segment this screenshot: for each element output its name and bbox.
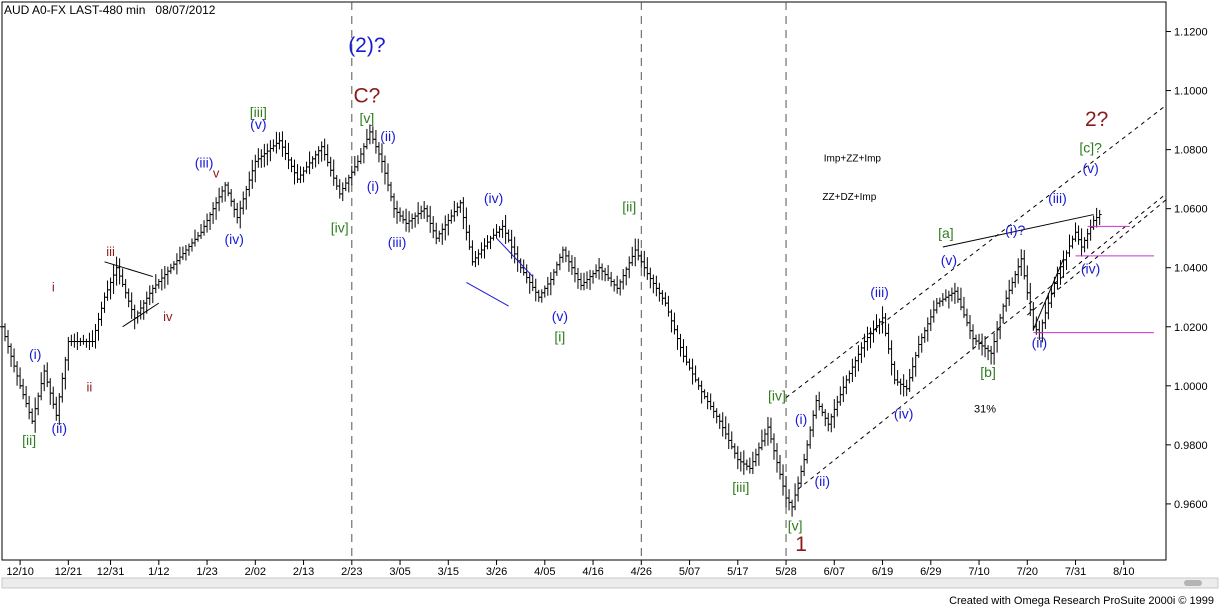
x-tick-label: 3/05: [389, 566, 410, 578]
wave-label: (v): [1082, 160, 1098, 176]
wave-label: (ii): [1032, 334, 1048, 350]
x-tick-label: 4/26: [631, 566, 652, 578]
x-tick-label: 7/31: [1065, 566, 1086, 578]
x-tick-label: 2/13: [293, 566, 314, 578]
wave-label: (v): [552, 308, 568, 324]
x-tick-label: 2/02: [245, 566, 266, 578]
wave-label: [iv]: [331, 219, 349, 235]
wave-label: (iii): [870, 284, 889, 300]
chart-header: AUD A0-FX LAST-480 min 08/07/2012: [4, 3, 215, 17]
scrollbar-track[interactable]: [1, 577, 1219, 589]
wave-label: [a]: [938, 225, 954, 241]
horizontal-scrollbar[interactable]: [1, 577, 1219, 589]
wave-label: [iii]: [732, 479, 749, 495]
triangle-jan-upper: [104, 261, 153, 278]
x-tick-label: 12/10: [6, 566, 34, 578]
wave-label: (iii): [1048, 190, 1067, 206]
wave-label: 2?: [1085, 108, 1108, 131]
x-tick-label: 12/31: [97, 566, 125, 578]
wave-label: 31%: [974, 403, 996, 415]
triangle-jul-upper: [942, 214, 1094, 248]
wave-label: (ii): [814, 473, 830, 489]
x-tick-label: 2/23: [341, 566, 362, 578]
wave-label: (i): [367, 178, 379, 194]
wave-labels: (2)?C?[iii](v)(iii)v(iv)[v](ii)(i)[iv](i…: [22, 34, 1108, 556]
triangle-jul-lower: [1032, 258, 1064, 330]
wave-label: [c]?: [1079, 140, 1102, 156]
wave-label: [v]: [359, 110, 374, 126]
x-axis: 12/10 12/21 12/31 1/12 1/23 2/02 2/13 2/23 3/05 3…: [6, 560, 1134, 578]
x-tick-label: 5/17: [727, 566, 748, 578]
x-tick-label: 8/10: [1113, 566, 1134, 578]
wave-label: C?: [353, 84, 380, 107]
wave-label: (v): [250, 116, 266, 132]
wave-label: [ii]: [22, 432, 36, 448]
wave-label: [iii]: [250, 104, 267, 120]
wave-label: (i): [29, 346, 41, 362]
x-tick-label: 3/15: [438, 566, 459, 578]
x-tick-label: 5/28: [775, 566, 796, 578]
y-axis: 1.1200 1.1000 1.0800 1.0600 1.0400 1.0200 1.00…: [1166, 27, 1208, 511]
wave-label: [i]: [554, 329, 565, 345]
wave-label: [iv]: [768, 388, 786, 404]
x-tick-label: 1/12: [148, 566, 169, 578]
ohlc-bar: [1097, 209, 1102, 226]
wave-label: [ii]: [622, 199, 636, 215]
x-tick-label: 6/19: [872, 566, 893, 578]
wave-label: (ii): [380, 128, 396, 144]
y-tick-label: 0.9800: [1174, 440, 1208, 452]
wave-label: ZZ+DZ+Imp: [822, 192, 876, 203]
channel-lower: [797, 193, 1167, 490]
x-tick-label: 3/26: [486, 566, 507, 578]
wave-label: (iii): [195, 154, 214, 170]
x-tick-label: 6/29: [920, 566, 941, 578]
wave-label: i: [52, 279, 55, 294]
wave-label: (iv): [224, 231, 243, 247]
wave-label: Imp+ZZ+Imp: [824, 153, 882, 164]
wedge-mar-lower: [466, 282, 509, 307]
wave-label: ii: [87, 380, 93, 395]
y-tick-label: 1.1200: [1174, 27, 1208, 39]
x-tick-label: 4/16: [582, 566, 603, 578]
y-tick-label: 1.0000: [1174, 381, 1208, 393]
y-tick-label: 1.1000: [1174, 86, 1208, 98]
wave-label: (2)?: [348, 34, 385, 57]
wave-label: iv: [163, 309, 173, 324]
x-tick-label: 4/05: [534, 566, 555, 578]
x-tick-label: 1/23: [196, 566, 217, 578]
interval-label: LAST-480 min: [69, 3, 146, 17]
wave-label: 1: [795, 533, 807, 556]
wave-label: (iv): [1081, 261, 1100, 277]
wave-label: (iii): [388, 234, 407, 250]
y-tick-label: 1.0600: [1174, 204, 1208, 216]
y-tick-label: 1.0800: [1174, 145, 1208, 157]
wave-label: (iv): [484, 190, 503, 206]
date-label: 08/07/2012: [155, 3, 216, 17]
y-tick-label: 0.9600: [1174, 499, 1208, 511]
triangle-jan-lower: [122, 302, 160, 328]
y-tick-label: 1.0200: [1174, 322, 1208, 334]
y-tick-label: 1.0400: [1174, 263, 1208, 275]
wave-label: (iv): [894, 405, 913, 421]
x-tick-label: 7/10: [968, 566, 989, 578]
scrollbar-thumb[interactable]: [1184, 580, 1202, 586]
x-tick-label: 6/07: [824, 566, 845, 578]
footer-credit: Created with Omega Research ProSuite 200…: [949, 595, 1214, 607]
wave-label: [v]: [788, 517, 803, 533]
wedge-mar-upper: [496, 237, 534, 277]
x-tick-label: 7/20: [1017, 566, 1038, 578]
wave-label: iii: [106, 244, 115, 259]
wave-label: (i)?: [1005, 222, 1025, 238]
wave-label: (v): [941, 252, 957, 268]
x-tick-label: 5/07: [679, 566, 700, 578]
channel-middle: [1026, 199, 1167, 316]
symbol-label: AUD A0-FX: [4, 3, 67, 17]
wave-label: (ii): [52, 420, 68, 436]
wave-label: v: [213, 166, 220, 181]
wave-label: (i): [795, 411, 807, 427]
wave-label: [b]: [980, 364, 996, 380]
x-tick-label: 12/21: [55, 566, 83, 578]
